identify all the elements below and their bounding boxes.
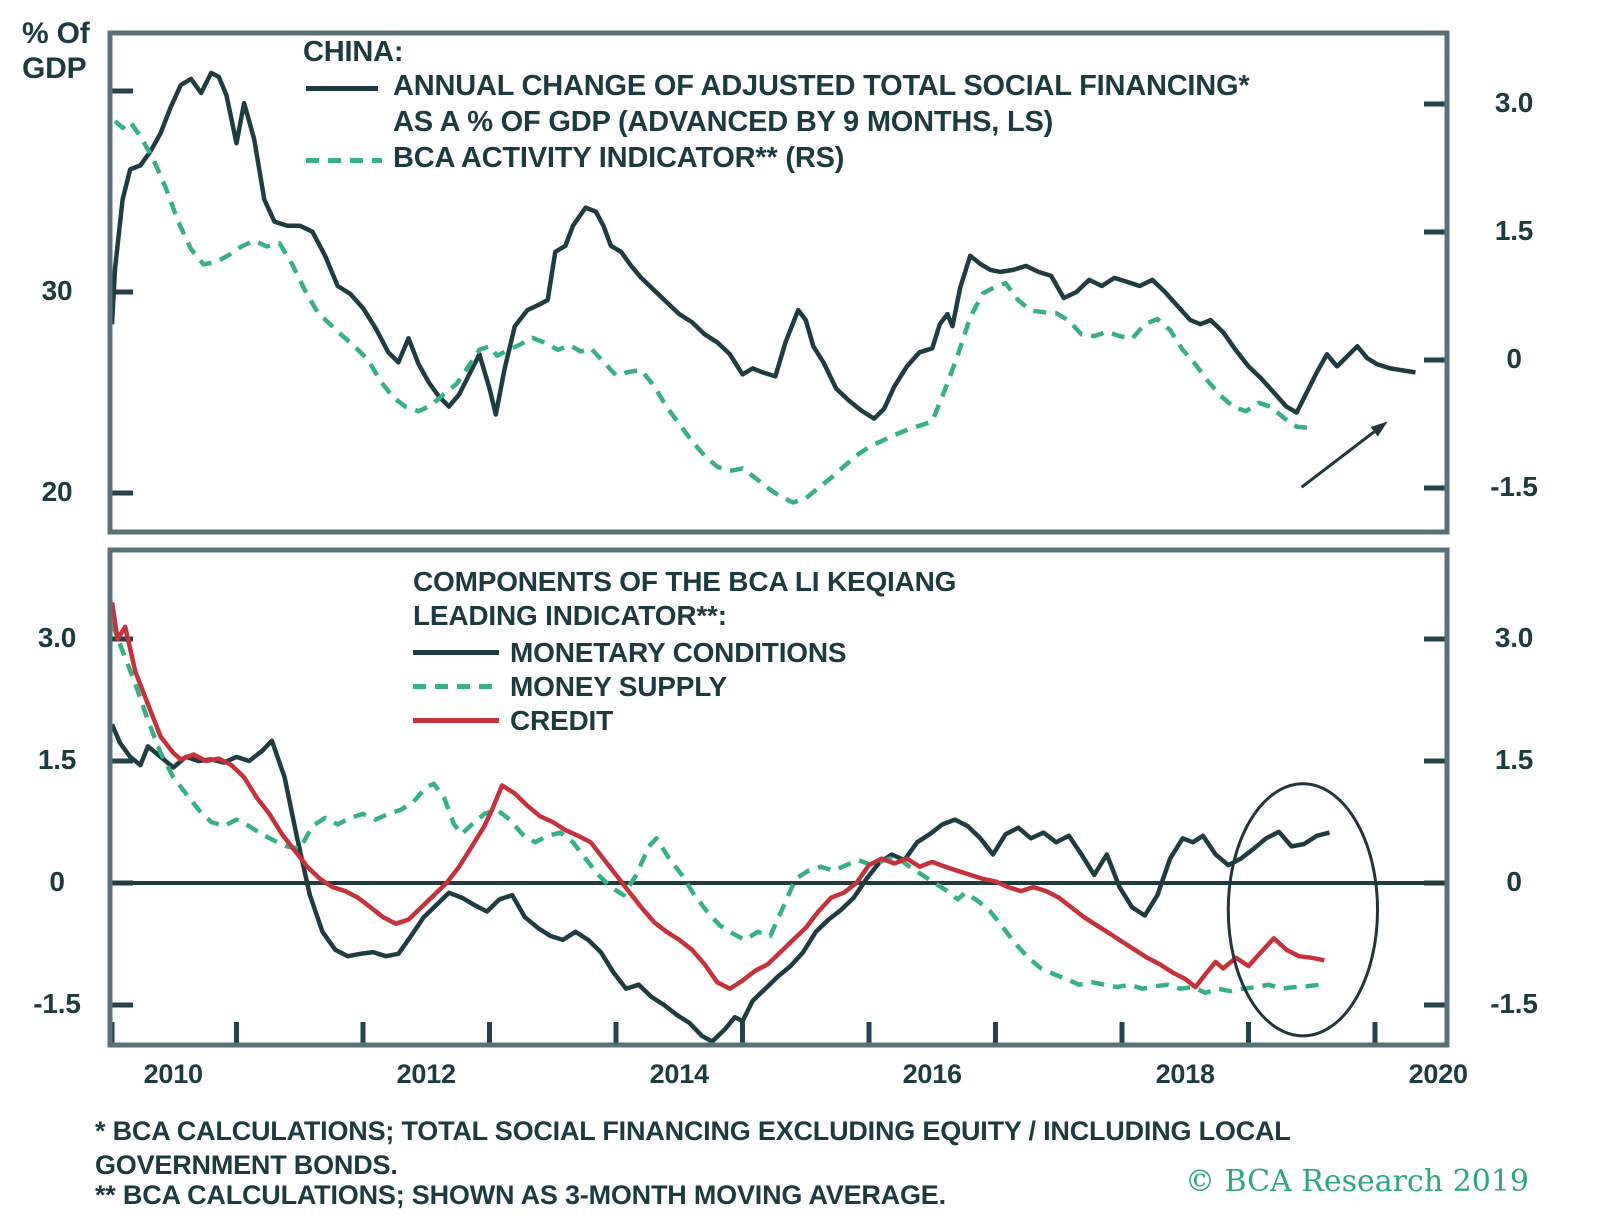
y-tick-label-right-0: 0 xyxy=(1506,343,1522,374)
activity-legend-swatch xyxy=(306,158,382,163)
activity-legend-label: BCA ACTIVITY INDICATOR** (RS) xyxy=(393,142,845,174)
credit-legend-swatch xyxy=(413,718,499,723)
x-tick-label-2016: 2016 xyxy=(902,1059,962,1089)
y-tick-label-right-1.5: 1.5 xyxy=(1494,215,1534,246)
bottom-legend-title-line1: COMPONENTS OF THE BCA LI KEQIANG xyxy=(413,566,957,597)
y-tick-label-left-30: 30 xyxy=(41,275,73,306)
y-tick-label-right-3.0: 3.0 xyxy=(1494,87,1534,118)
monetary-conditions-line xyxy=(109,723,1331,1044)
tsf-legend-label-line2: AS A % OF GDP (ADVANCED BY 9 MONTHS, LS) xyxy=(393,106,1054,138)
y-tick-label-right-0: 0 xyxy=(1506,866,1522,897)
x-tick-label-2018: 2018 xyxy=(1155,1059,1215,1089)
y-axis-unit-label: % Of GDP xyxy=(22,17,90,86)
tsf-legend-swatch xyxy=(306,86,378,91)
y-tick-label-right-3.0: 3.0 xyxy=(1494,622,1534,653)
activity-line xyxy=(113,119,1313,505)
trend-arrow-shaft xyxy=(1300,430,1376,489)
x-tick-label-2020: 2020 xyxy=(1408,1059,1468,1089)
monetary-legend-label: MONETARY CONDITIONS xyxy=(510,637,847,668)
tsf-line xyxy=(109,70,1416,421)
footnote-1-continued: GOVERNMENT BONDS. xyxy=(95,1150,398,1180)
bottom-legend-title-line2: LEADING INDICATOR**: xyxy=(413,600,727,631)
y-tick-label-right--1.5: -1.5 xyxy=(1490,987,1538,1019)
tsf-legend-label-line1: ANNUAL CHANGE OF ADJUSTED TOTAL SOCIAL F… xyxy=(393,70,1250,102)
y-tick-label-left-3.0: 3.0 xyxy=(37,622,77,653)
y-tick-label-left-0: 0 xyxy=(49,866,65,897)
footnote-1: * BCA CALCULATIONS; TOTAL SOCIAL FINANCI… xyxy=(95,1116,1291,1146)
money-supply-legend-label: MONEY SUPPLY xyxy=(510,671,728,702)
copyright-text: © BCA Research 2019 xyxy=(1185,1164,1530,1199)
footnote-2: ** BCA CALCULATIONS; SHOWN AS 3-MONTH MO… xyxy=(95,1180,946,1210)
y-tick-label-left-1.5: 1.5 xyxy=(37,744,77,775)
monetary-legend-swatch xyxy=(413,650,499,655)
y-tick-label-left-20: 20 xyxy=(41,476,73,507)
trend-arrow-head xyxy=(1370,421,1388,437)
x-tick-label-2012: 2012 xyxy=(396,1059,456,1089)
money-supply-legend-swatch xyxy=(413,684,499,689)
money-supply-line xyxy=(109,621,1320,996)
bottom-panel-border xyxy=(107,547,1450,1048)
top-panel-border xyxy=(107,30,1450,535)
credit-line xyxy=(109,602,1325,991)
top-legend-title: CHINA: xyxy=(303,36,404,68)
x-tick-label-2014: 2014 xyxy=(649,1059,709,1089)
credit-legend-label: CREDIT xyxy=(510,705,614,736)
x-tick-label-2010: 2010 xyxy=(143,1059,203,1089)
highlight-ellipse xyxy=(1226,782,1380,1038)
y-tick-label-right-1.5: 1.5 xyxy=(1494,744,1534,775)
y-tick-label-right--1.5: -1.5 xyxy=(1490,470,1538,502)
y-tick-label-left--1.5: -1.5 xyxy=(33,987,81,1019)
